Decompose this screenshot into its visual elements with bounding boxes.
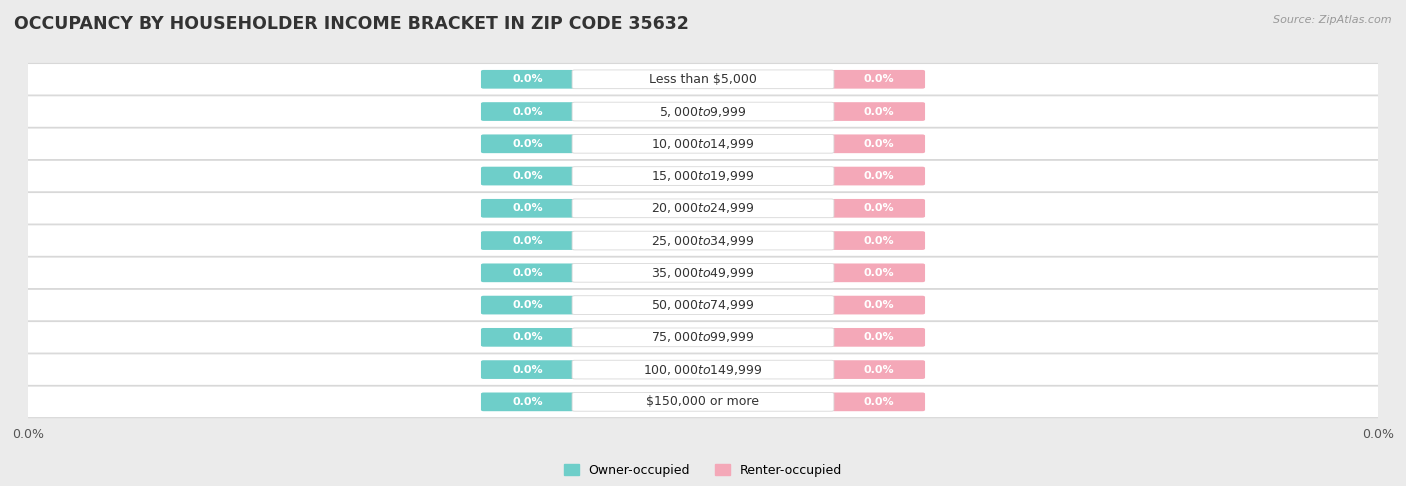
Text: 0.0%: 0.0%	[863, 236, 894, 245]
FancyBboxPatch shape	[832, 167, 925, 186]
Text: OCCUPANCY BY HOUSEHOLDER INCOME BRACKET IN ZIP CODE 35632: OCCUPANCY BY HOUSEHOLDER INCOME BRACKET …	[14, 15, 689, 33]
FancyBboxPatch shape	[832, 360, 925, 379]
FancyBboxPatch shape	[22, 322, 1384, 353]
FancyBboxPatch shape	[572, 295, 834, 314]
Text: 0.0%: 0.0%	[863, 203, 894, 213]
Text: $35,000 to $49,999: $35,000 to $49,999	[651, 266, 755, 280]
Text: $50,000 to $74,999: $50,000 to $74,999	[651, 298, 755, 312]
Text: $25,000 to $34,999: $25,000 to $34,999	[651, 234, 755, 247]
Text: 0.0%: 0.0%	[863, 268, 894, 278]
FancyBboxPatch shape	[832, 102, 925, 121]
FancyBboxPatch shape	[481, 167, 574, 186]
Text: 0.0%: 0.0%	[512, 171, 543, 181]
FancyBboxPatch shape	[481, 263, 574, 282]
Text: $75,000 to $99,999: $75,000 to $99,999	[651, 330, 755, 345]
FancyBboxPatch shape	[481, 70, 574, 88]
FancyBboxPatch shape	[481, 135, 574, 153]
FancyBboxPatch shape	[481, 393, 574, 411]
Text: 0.0%: 0.0%	[863, 397, 894, 407]
Text: 0.0%: 0.0%	[512, 300, 543, 310]
Text: $20,000 to $24,999: $20,000 to $24,999	[651, 201, 755, 215]
FancyBboxPatch shape	[572, 135, 834, 153]
FancyBboxPatch shape	[22, 160, 1384, 192]
FancyBboxPatch shape	[572, 231, 834, 250]
Text: 0.0%: 0.0%	[863, 364, 894, 375]
FancyBboxPatch shape	[832, 295, 925, 314]
FancyBboxPatch shape	[22, 289, 1384, 321]
FancyBboxPatch shape	[572, 393, 834, 411]
FancyBboxPatch shape	[22, 192, 1384, 224]
FancyBboxPatch shape	[22, 386, 1384, 417]
FancyBboxPatch shape	[832, 231, 925, 250]
Text: 0.0%: 0.0%	[512, 139, 543, 149]
Text: 0.0%: 0.0%	[863, 106, 894, 117]
Text: 0.0%: 0.0%	[512, 236, 543, 245]
FancyBboxPatch shape	[572, 167, 834, 186]
Text: 0.0%: 0.0%	[512, 268, 543, 278]
Text: $5,000 to $9,999: $5,000 to $9,999	[659, 104, 747, 119]
FancyBboxPatch shape	[572, 199, 834, 218]
FancyBboxPatch shape	[481, 102, 574, 121]
FancyBboxPatch shape	[22, 64, 1384, 95]
Text: 0.0%: 0.0%	[863, 74, 894, 84]
FancyBboxPatch shape	[572, 360, 834, 379]
Text: 0.0%: 0.0%	[863, 139, 894, 149]
Text: $150,000 or more: $150,000 or more	[647, 395, 759, 408]
Text: Less than $5,000: Less than $5,000	[650, 73, 756, 86]
FancyBboxPatch shape	[832, 263, 925, 282]
Text: 0.0%: 0.0%	[512, 74, 543, 84]
FancyBboxPatch shape	[22, 96, 1384, 127]
Text: Source: ZipAtlas.com: Source: ZipAtlas.com	[1274, 15, 1392, 25]
FancyBboxPatch shape	[572, 102, 834, 121]
Text: 0.0%: 0.0%	[863, 300, 894, 310]
FancyBboxPatch shape	[481, 328, 574, 347]
FancyBboxPatch shape	[832, 70, 925, 88]
Text: $100,000 to $149,999: $100,000 to $149,999	[644, 363, 762, 377]
Legend: Owner-occupied, Renter-occupied: Owner-occupied, Renter-occupied	[558, 459, 848, 482]
FancyBboxPatch shape	[832, 199, 925, 218]
FancyBboxPatch shape	[22, 257, 1384, 289]
Text: 0.0%: 0.0%	[863, 171, 894, 181]
Text: 0.0%: 0.0%	[863, 332, 894, 342]
FancyBboxPatch shape	[22, 225, 1384, 257]
FancyBboxPatch shape	[832, 393, 925, 411]
FancyBboxPatch shape	[22, 128, 1384, 159]
FancyBboxPatch shape	[481, 295, 574, 314]
FancyBboxPatch shape	[572, 328, 834, 347]
Text: 0.0%: 0.0%	[512, 106, 543, 117]
Text: 0.0%: 0.0%	[512, 364, 543, 375]
Text: $10,000 to $14,999: $10,000 to $14,999	[651, 137, 755, 151]
FancyBboxPatch shape	[832, 328, 925, 347]
FancyBboxPatch shape	[22, 354, 1384, 385]
FancyBboxPatch shape	[572, 70, 834, 88]
FancyBboxPatch shape	[572, 263, 834, 282]
Text: 0.0%: 0.0%	[512, 397, 543, 407]
FancyBboxPatch shape	[832, 135, 925, 153]
Text: 0.0%: 0.0%	[512, 332, 543, 342]
FancyBboxPatch shape	[481, 231, 574, 250]
Text: 0.0%: 0.0%	[512, 203, 543, 213]
FancyBboxPatch shape	[481, 360, 574, 379]
Text: $15,000 to $19,999: $15,000 to $19,999	[651, 169, 755, 183]
FancyBboxPatch shape	[481, 199, 574, 218]
